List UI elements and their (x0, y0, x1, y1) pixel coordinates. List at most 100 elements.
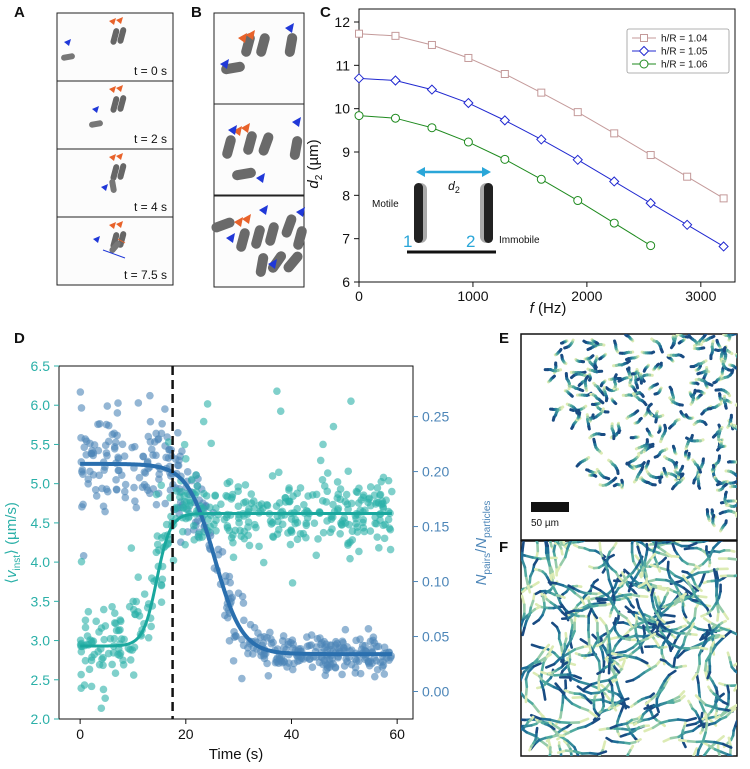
trajectory-segment (579, 638, 591, 646)
velocity-point (210, 520, 218, 529)
trajectory-segment (686, 580, 694, 591)
panel-b-frame (213, 103, 305, 196)
trajectory-segment (623, 697, 630, 702)
bacterium-rod (283, 251, 303, 273)
trajectory-segment (694, 595, 703, 604)
pairs-point (76, 388, 85, 396)
trajectory-segment (629, 603, 636, 609)
pairs-point (145, 489, 154, 498)
trajectory-segment (649, 626, 657, 634)
velocity-point (200, 489, 208, 498)
trajectory-segment (608, 652, 613, 665)
velocity-point (158, 575, 167, 584)
trajectory-segment (657, 546, 667, 554)
data-point (718, 241, 729, 252)
velocity-point (99, 605, 108, 614)
blue-marker-icon (92, 106, 99, 113)
trajectory-segment (609, 724, 618, 730)
pairs-point (266, 628, 274, 637)
trajectory-segment (687, 646, 700, 650)
trajectory-segment (713, 348, 720, 353)
trajectory-segment (578, 388, 585, 393)
orange-marker-icon (109, 222, 116, 229)
orange-marker-icon (246, 30, 255, 40)
panel-label-b: B (191, 4, 202, 21)
trajectory-segment (681, 570, 689, 574)
pairs-point (79, 551, 88, 560)
trajectory-segment (702, 541, 710, 543)
velocity-point (319, 528, 328, 537)
trajectory-segment (742, 518, 743, 519)
trajectory-segment (739, 674, 741, 678)
velocity-point (126, 656, 135, 664)
trajectory-segment (525, 730, 536, 737)
pairs-point (110, 429, 119, 438)
pairs-point (286, 638, 295, 647)
trajectory-segment (521, 626, 526, 637)
trajectory-segment (604, 386, 610, 391)
trajectory-segment (697, 759, 699, 768)
trajectory-segment (669, 642, 681, 650)
trajectory-segment (698, 700, 706, 712)
bacterium-rod (109, 240, 121, 254)
velocity-point (97, 704, 106, 713)
pairs-point (121, 480, 130, 489)
legend-entry: h/R = 1.05 (632, 45, 708, 58)
trajectory-segment (733, 662, 737, 667)
blue-marker-icon (93, 236, 100, 243)
trajectory-segment (512, 641, 517, 648)
trajectory-segment (691, 670, 700, 681)
trajectory-segment (648, 444, 655, 449)
data-point (638, 45, 650, 57)
velocity-point (77, 557, 86, 566)
trajectory-segment (540, 661, 545, 674)
velocity-point (327, 515, 336, 523)
data-point (463, 97, 474, 109)
trajectory-segment (699, 392, 704, 397)
pairs-point (225, 637, 234, 645)
trajectory-segment (724, 490, 728, 496)
pairs-point (101, 441, 110, 450)
velocity-point (333, 478, 342, 486)
trajectory-segment (510, 594, 517, 598)
trajectory-segment (609, 635, 621, 641)
trajectory-segment (712, 541, 722, 550)
trajectory-segment (603, 692, 613, 703)
pairs-point (380, 643, 389, 652)
pairs-point (118, 440, 127, 449)
x-tick-label: 40 (284, 726, 300, 742)
velocity-point (316, 456, 325, 465)
trajectory-segment (714, 576, 718, 588)
trajectory-segment (563, 547, 569, 559)
velocity-point (234, 502, 243, 511)
velocity-point (287, 528, 296, 536)
pairs-point (221, 572, 230, 580)
pairs-point (140, 480, 149, 489)
trajectory-segment (691, 587, 698, 599)
trajectory-segment (624, 334, 629, 338)
trajectory-segment (554, 557, 558, 569)
velocity-point (252, 523, 260, 532)
bacterium-rod (251, 225, 265, 249)
trajectory-segment (692, 747, 699, 756)
velocity-point (180, 440, 189, 449)
trajectory-segment (722, 700, 729, 706)
trajectory-segment (736, 682, 737, 686)
orange-marker-icon (234, 217, 243, 227)
velocity-point (229, 538, 237, 547)
trajectory-segment (736, 402, 737, 404)
pairs-point (269, 638, 277, 647)
trajectory-segment (577, 680, 590, 686)
trajectory-segment (572, 749, 584, 755)
trajectory-segment (569, 640, 574, 649)
pairs-point (84, 475, 93, 484)
trajectory-segment (740, 429, 742, 430)
trajectory-segment (666, 560, 670, 572)
trajectory-segment (703, 659, 708, 672)
trajectory-segment (669, 735, 680, 740)
pairs-point (102, 420, 111, 429)
trajectory-segment (641, 377, 646, 383)
trajectory-segment (745, 521, 746, 523)
trajectory-segment (551, 621, 559, 629)
velocity-point (379, 521, 388, 530)
